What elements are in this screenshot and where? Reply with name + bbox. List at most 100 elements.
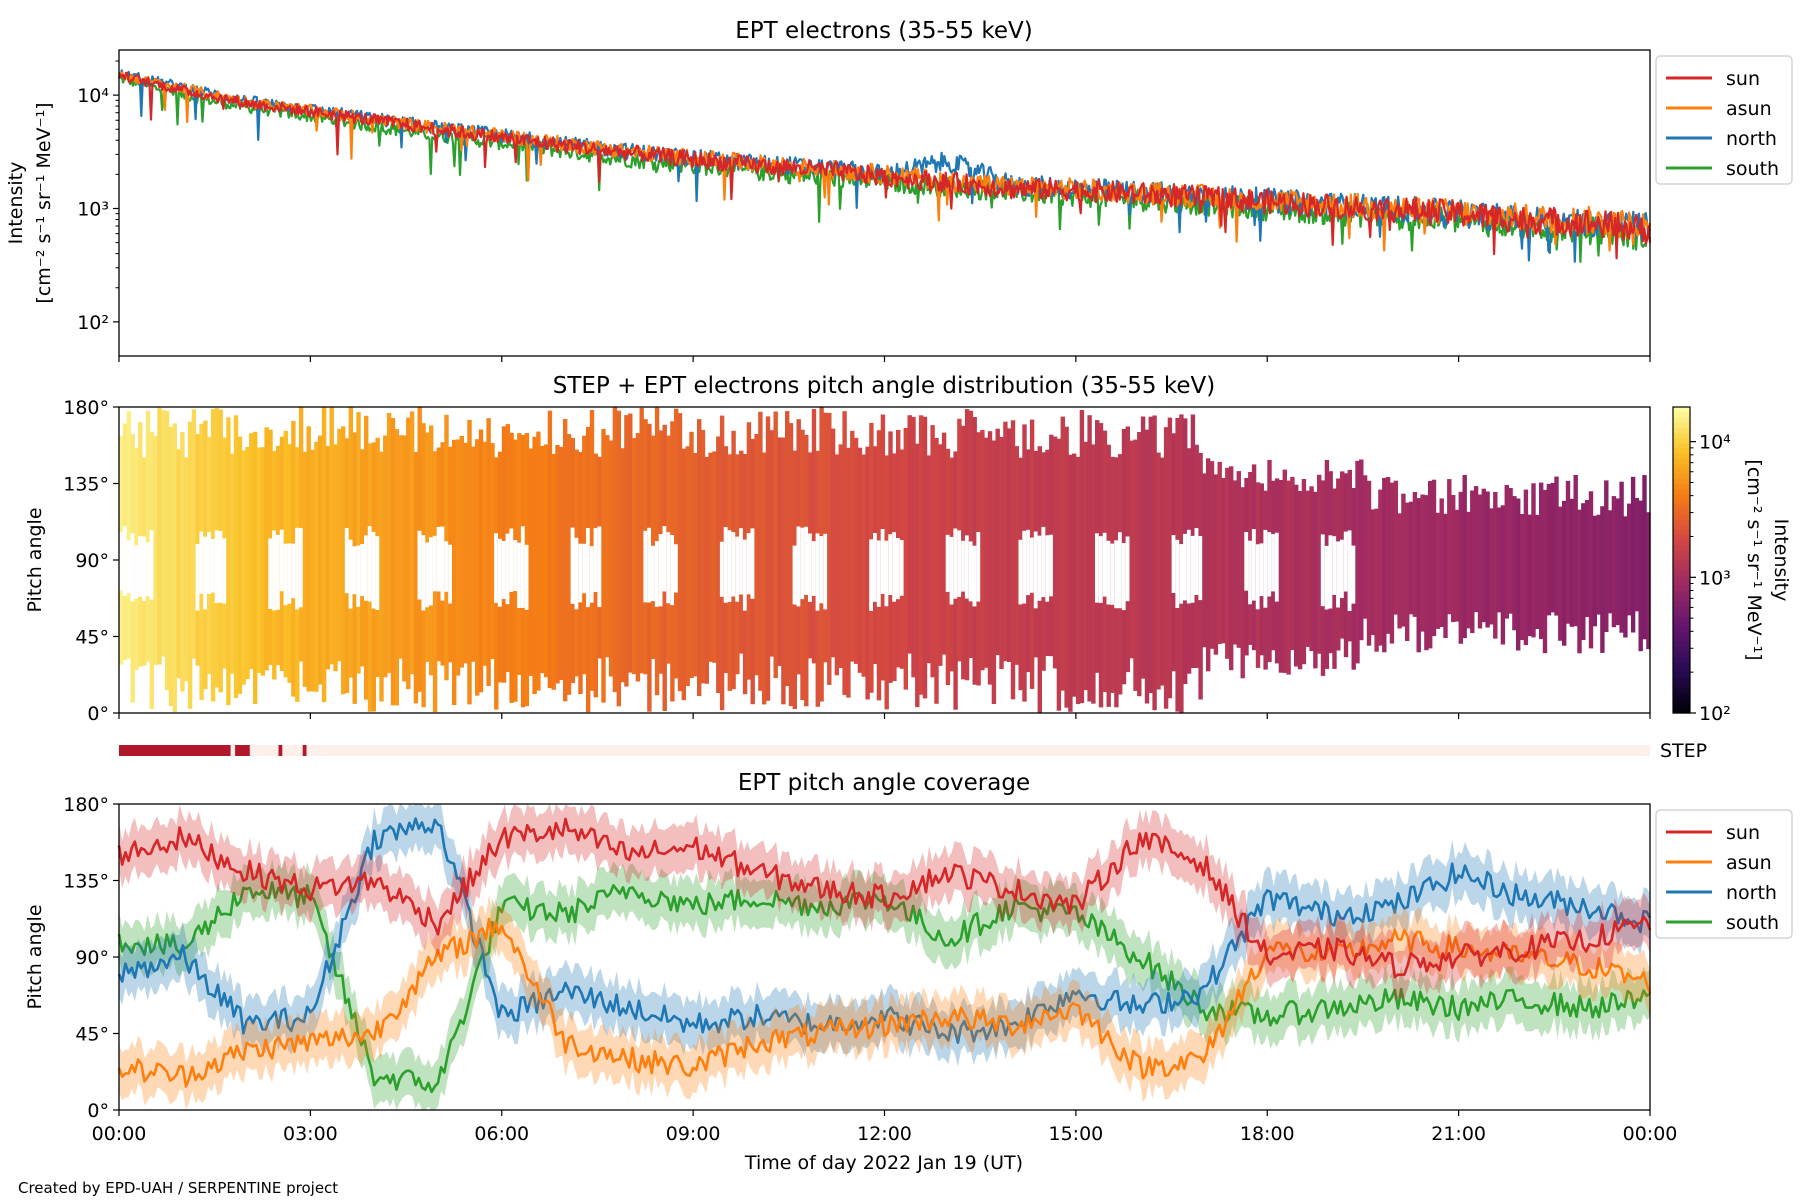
pad-heatmap-gap [199,531,204,594]
pad-heatmap-cell [842,411,847,695]
pad-heatmap-cell [911,416,916,678]
pad-heatmap-cell [1374,508,1379,652]
pad-heatmap-cell [176,449,181,679]
pad-heatmap-cell [413,451,419,704]
pad-heatmap-cell [830,428,836,658]
pad-heatmap-cell [253,431,258,704]
intensity-panel: EPT electrons (35-55 keV) 10² 10³ 10⁴ Inte… [5,18,1793,357]
pad-heatmap-gap [1267,532,1272,597]
pad-heatmap-cell [172,423,177,712]
pad-heatmap-gap [731,532,736,597]
pad-heatmap-cell [1428,481,1433,649]
pad-heatmap-cell [1584,500,1590,617]
x-tick-label: 03:00 [283,1123,338,1145]
pad-heatmap-gap [287,543,292,604]
north-coverage-line [117,817,1652,1044]
pad-heatmap-gap [207,532,212,594]
pad-heatmap-cell [1064,426,1069,708]
pad-heatmap-cell [1638,500,1643,652]
pa-coverage-y-ticks: 0° 45° 90° 135° 180° [63,794,119,1122]
pad-heatmap-cell [1408,501,1414,615]
pad-heatmap-cell [853,437,859,664]
pad-heatmap-gap [1259,543,1264,597]
pad-heatmap-gap [643,530,648,603]
colorbar-segment [1673,473,1690,479]
pad-heatmap-cell [773,411,778,679]
pad-heatmap-gap [1121,543,1127,611]
pad-heatmap-cell [1500,505,1506,645]
colorbar-segment [1673,626,1690,632]
pad-heatmap-gap [811,541,817,596]
pad-heatmap-cell [356,412,361,674]
pad-heatmap-cell [237,436,243,694]
pad-heatmap-cell [1060,416,1065,691]
pad-heatmap-cell [164,410,170,691]
pad-heatmap-gap [880,529,886,594]
pad-heatmap-cell [1477,494,1483,629]
pad-heatmap-gap [597,526,602,608]
pad-heatmap-cell [1140,416,1146,679]
pad-heatmap-cell [1451,495,1456,623]
pad-heatmap-cell [1225,467,1230,659]
x-axis-label: Time of day 2022 Jan 19 (UT) [744,1152,1023,1174]
step-bar-segment [302,745,307,756]
colorbar-segment [1673,483,1690,490]
pad-heatmap-gap [1026,529,1031,596]
pad-heatmap-cell [1466,511,1471,629]
pad-heatmap-cell [693,453,698,677]
pad-heatmap-cell [1596,514,1601,615]
pad-heatmap-cell [187,421,193,709]
pad-heatmap-gap [1343,531,1349,592]
pad-heatmap-cell [777,437,782,666]
pad-heatmap-cell [341,426,346,695]
intensity-series-group [117,69,1652,263]
colorbar-tick-label: 10² [1699,703,1731,725]
pad-heatmap-cell [1393,480,1398,615]
pad-heatmap-cell [930,425,935,678]
pad-heatmap-cell [968,410,974,658]
pad-heatmap-gap [589,546,595,603]
footer-credit: Created by EPD-UAH / SERPENTINE project [18,1179,338,1197]
pad-heatmap-cell [1232,480,1238,645]
pad-heatmap-gap [509,528,514,592]
colorbar-segment [1673,605,1690,612]
colorbar-segment [1673,437,1690,444]
pad-heatmap-gap [356,545,361,607]
pad-heatmap-cell [337,428,342,662]
pad-heatmap-gap [662,526,667,592]
pad-heatmap-cell [1313,491,1318,669]
pad-heatmap-gap [1324,545,1330,610]
pad-heatmap-cell [1554,476,1559,616]
colorbar-segment [1673,422,1690,428]
colorbar-segment [1673,616,1690,622]
pad-heatmap-cell [566,434,572,695]
pad-heatmap-cell [230,453,235,674]
step-bar-segment [278,745,283,756]
colorbar-segment [1673,560,1690,566]
pad-heatmap-gap [1328,535,1333,609]
pad-heatmap-cell [1630,476,1636,633]
pad-heatmap-gap [295,527,300,610]
pad-heatmap-cell [532,436,537,695]
pad-heatmap-y-tick-label: 0° [87,703,109,725]
pad-heatmap-cell [463,442,468,664]
pad-heatmap-cell [1087,415,1092,702]
pad-heatmap-y-tick-label: 180° [63,397,109,419]
pad-heatmap-cell [478,429,484,693]
pad-heatmap-cell [1148,416,1153,694]
pad-heatmap-y-ticks: 0° 45° 90° 135° 180° [63,397,119,725]
pad-heatmap-cell [624,415,629,687]
pad-heatmap-gap [1244,532,1249,591]
x-tick-label: 00:00 [92,1123,147,1145]
pad-heatmap-cell [1646,512,1651,650]
pad-heatmap-gap [800,527,805,600]
colorbar-segment [1673,662,1690,668]
pad-heatmap-gap [808,533,813,602]
pad-heatmap-cell [938,444,943,666]
pad-heatmap-gap [524,544,530,610]
pad-heatmap-cell [402,435,407,682]
pad-heatmap-cell [850,430,855,662]
pad-heatmap-cell [1412,492,1418,617]
pad-heatmap-cell [1144,429,1150,704]
